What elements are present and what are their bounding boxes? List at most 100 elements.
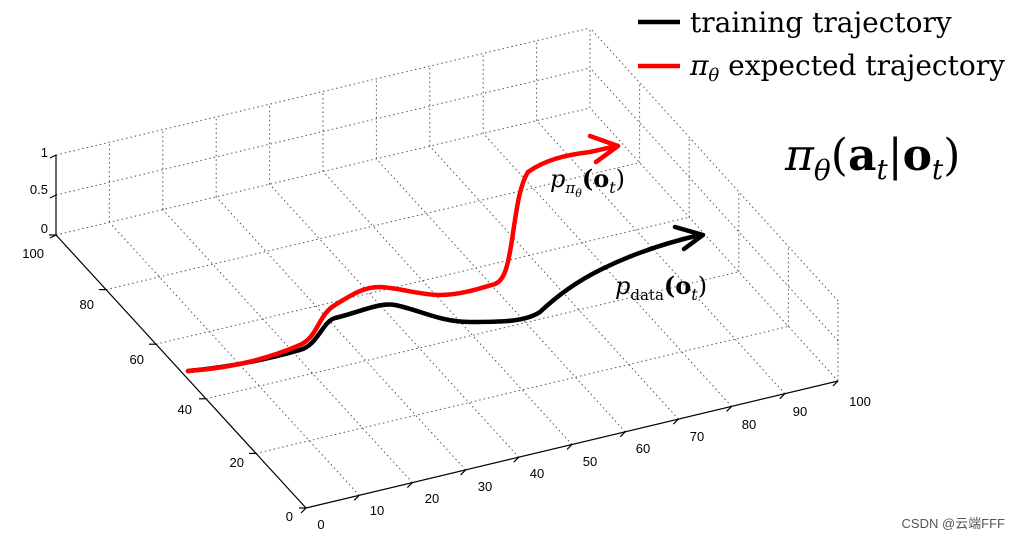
- x-tick-label: 60: [636, 441, 650, 456]
- formula-pi: π: [784, 130, 815, 181]
- x-axis-tick: [832, 380, 839, 387]
- x-axis-tick: [513, 456, 520, 463]
- policy-formula: πθ(at|ot): [784, 130, 960, 187]
- floor-grid-line: [162, 209, 413, 483]
- y-tick-label: 0: [286, 509, 293, 524]
- x-axis-tick: [779, 393, 786, 400]
- training-trajectory-line: [185, 232, 703, 374]
- y-tick-label: 40: [178, 402, 192, 417]
- z-axis-tick: [49, 194, 57, 199]
- svg-text:pπθ(ot): pπθ(ot): [550, 164, 625, 200]
- x-tick-label: 10: [370, 503, 384, 518]
- x-tick-label: 50: [583, 454, 597, 469]
- expected-trajectory: [185, 133, 621, 374]
- floor-grid-line: [536, 120, 786, 395]
- z-tick-label: 0: [41, 221, 48, 236]
- legend: training trajectory πθ expected trajecto…: [638, 6, 1005, 86]
- data-trajectory-label: pdata(ot): [615, 271, 707, 304]
- x-tick-label: 90: [793, 404, 807, 419]
- x-axis-tick: [672, 418, 679, 425]
- right-wall-grid-line: [589, 27, 839, 302]
- z-axis-tick: [49, 154, 57, 159]
- formula-o: o: [903, 130, 932, 181]
- formula-sub-t2: t: [932, 153, 944, 186]
- x-tick-label: 40: [530, 466, 544, 481]
- floor-grid-line: [105, 162, 640, 291]
- label-sub-pi: π: [564, 179, 576, 197]
- training-trajectory-arrowhead: [672, 224, 706, 252]
- expected-trajectory-label: pπθ(ot): [550, 164, 625, 200]
- formula-a: a: [848, 130, 877, 181]
- z-axis-ticks: 0 0.5 1: [30, 145, 48, 236]
- floor-grid-line: [322, 171, 573, 445]
- back-wall-grid-line: [55, 67, 591, 196]
- right-wall-grid-line: [589, 67, 839, 342]
- floor-grid-line: [255, 325, 789, 454]
- y-tick-label: 100: [22, 246, 44, 261]
- label-sub-theta: θ: [575, 187, 582, 200]
- floor-grid-line: [55, 107, 591, 236]
- wall-grid: [55, 27, 839, 381]
- x-axis-tick: [406, 482, 413, 489]
- floor-grid-line: [269, 183, 520, 458]
- watermark: CSDN @云端FFF: [902, 516, 1006, 531]
- y-axis-line: [55, 234, 307, 509]
- x-tick-label: 70: [690, 429, 704, 444]
- z-tick-label: 0.5: [30, 182, 48, 197]
- label-p: p: [550, 165, 565, 193]
- y-tick-label: 20: [230, 455, 244, 470]
- back-wall-grid-line: [55, 27, 591, 156]
- x-tick-label: 0: [317, 517, 324, 532]
- legend-label-expected: πθ expected trajectory: [689, 49, 1005, 86]
- formula-sub-t1: t: [876, 153, 888, 186]
- y-axis-ticks: 0 20 40 60 80 100: [22, 246, 293, 524]
- x-axis-tick: [300, 507, 307, 514]
- x-tick-label: 20: [425, 491, 439, 506]
- x-axis-tick: [353, 494, 360, 501]
- expected-trajectory-line: [185, 143, 621, 374]
- x-axis-tick: [619, 431, 626, 438]
- floor-grid-line: [109, 221, 360, 496]
- svg-text:πθ(at|ot): πθ(at|ot): [784, 130, 960, 187]
- x-axis-tick: [726, 405, 733, 412]
- label-p: p: [615, 272, 630, 300]
- x-axis-tick: [460, 469, 467, 476]
- y-tick-label: 80: [80, 297, 94, 312]
- x-axis-tick: [566, 444, 573, 450]
- label-sub-t: t: [691, 285, 698, 304]
- y-tick-label: 60: [130, 352, 144, 367]
- floor-grid: [55, 107, 839, 496]
- legend-theta: θ: [708, 65, 719, 86]
- label-close: ): [698, 272, 707, 300]
- label-sub-data: data: [630, 286, 664, 304]
- x-axis-ticks: 0 10 20 30 40 50 60 70 80 90 100: [317, 394, 870, 532]
- floor-grid-line: [482, 133, 732, 407]
- label-arg: (o: [582, 164, 609, 193]
- axes-lines: [49, 154, 839, 514]
- z-axis-tick: [49, 234, 57, 239]
- formula-open: (: [831, 130, 848, 181]
- floor-grid-line: [589, 107, 839, 382]
- floor-grid-line: [215, 196, 466, 471]
- legend-label-training: training trajectory: [690, 6, 952, 39]
- expected-trajectory-arrowhead: [587, 133, 621, 165]
- floor-grid-line: [155, 216, 690, 345]
- svg-text:pdata(ot): pdata(ot): [615, 271, 707, 304]
- legend-pi: π: [689, 49, 709, 82]
- x-tick-label: 30: [478, 479, 492, 494]
- label-sub-t: t: [609, 178, 616, 197]
- label-arg: (o: [664, 271, 691, 300]
- floor-grid-line: [429, 145, 679, 420]
- x-tick-label: 80: [742, 417, 756, 432]
- training-trajectory: [185, 224, 706, 374]
- z-tick-label: 1: [41, 145, 48, 160]
- x-tick-label: 100: [849, 394, 871, 409]
- formula-theta: θ: [814, 154, 831, 187]
- floor-grid-line: [376, 158, 626, 433]
- floor-grid-line: [205, 271, 739, 400]
- formula-close: ): [943, 130, 960, 181]
- formula-bar: |: [888, 130, 903, 181]
- label-close: ): [616, 165, 625, 193]
